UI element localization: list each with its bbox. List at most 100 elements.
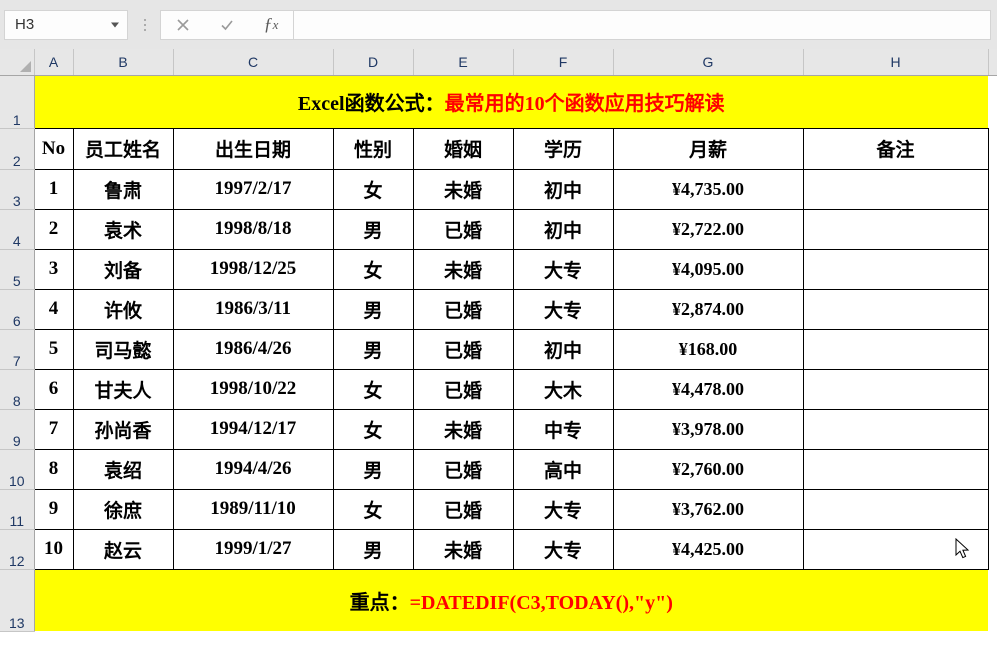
chevron-down-icon[interactable] [111, 22, 119, 27]
column-header-a[interactable]: A [34, 49, 74, 76]
cell-marital[interactable]: 未婚 [412, 408, 514, 450]
cell-remark[interactable] [802, 528, 989, 570]
cell-education[interactable]: 初中 [512, 168, 614, 210]
cell-name[interactable]: 孙尚香 [72, 408, 174, 450]
cell-remark[interactable] [802, 408, 989, 450]
cell-name[interactable]: 鲁肃 [72, 168, 174, 210]
cell-gender[interactable]: 男 [332, 288, 414, 330]
row-header-6[interactable]: 6 [0, 289, 35, 330]
cell-name[interactable]: 甘夫人 [72, 368, 174, 410]
cell-birthdate[interactable]: 1986/4/26 [172, 328, 334, 370]
cell-name[interactable]: 刘备 [72, 248, 174, 290]
cell-salary[interactable]: ¥4,095.00 [612, 248, 804, 290]
row-header-9[interactable]: 9 [0, 409, 35, 450]
column-header-e[interactable]: E [413, 49, 514, 76]
column-header-f[interactable]: F [513, 49, 614, 76]
cell-education[interactable]: 初中 [512, 328, 614, 370]
cell-birthdate[interactable]: 1994/4/26 [172, 448, 334, 490]
cell-salary[interactable]: ¥4,478.00 [612, 368, 804, 410]
cell-no[interactable]: 4 [33, 288, 74, 330]
cell-gender[interactable]: 女 [332, 488, 414, 530]
cell-no[interactable]: 9 [33, 488, 74, 530]
column-header-g[interactable]: G [613, 49, 804, 76]
cell-education[interactable]: 大专 [512, 488, 614, 530]
row-header-11[interactable]: 11 [0, 489, 35, 530]
table-header-education[interactable]: 学历 [512, 127, 614, 170]
cell-marital[interactable]: 未婚 [412, 248, 514, 290]
cell-remark[interactable] [802, 488, 989, 530]
cell-gender[interactable]: 男 [332, 208, 414, 250]
column-header-c[interactable]: C [173, 49, 334, 76]
check-icon[interactable] [205, 11, 249, 39]
cell-marital[interactable]: 已婚 [412, 328, 514, 370]
cell-marital[interactable]: 已婚 [412, 448, 514, 490]
cell-marital[interactable]: 未婚 [412, 528, 514, 570]
row-header-8[interactable]: 8 [0, 369, 35, 410]
table-header-gender[interactable]: 性别 [332, 127, 414, 170]
table-header-salary[interactable]: 月薪 [612, 127, 804, 170]
cell-salary[interactable]: ¥2,760.00 [612, 448, 804, 490]
cell-birthdate[interactable]: 1999/1/27 [172, 528, 334, 570]
cell-name[interactable]: 许攸 [72, 288, 174, 330]
cell-remark[interactable] [802, 368, 989, 410]
select-all-corner[interactable] [0, 49, 35, 76]
footer-formula-banner[interactable]: 重点：=DATEDIF(C3,TODAY(),"y") [34, 569, 988, 631]
column-header-d[interactable]: D [333, 49, 414, 76]
cell-no[interactable]: 5 [33, 328, 74, 370]
cell-salary[interactable]: ¥168.00 [612, 328, 804, 370]
cell-marital[interactable]: 已婚 [412, 288, 514, 330]
formula-input[interactable] [294, 9, 991, 40]
cell-name[interactable]: 赵云 [72, 528, 174, 570]
cell-remark[interactable] [802, 248, 989, 290]
cell-remark[interactable] [802, 168, 989, 210]
cell-no[interactable]: 8 [33, 448, 74, 490]
cell-salary[interactable]: ¥4,735.00 [612, 168, 804, 210]
row-header-13[interactable]: 13 [0, 569, 35, 632]
cell-marital[interactable]: 已婚 [412, 368, 514, 410]
cell-name[interactable]: 司马懿 [72, 328, 174, 370]
cell-marital[interactable]: 未婚 [412, 168, 514, 210]
cell-no[interactable]: 7 [33, 408, 74, 450]
row-header-10[interactable]: 10 [0, 449, 35, 490]
cell-remark[interactable] [802, 448, 989, 490]
cell-education[interactable]: 大木 [512, 368, 614, 410]
cell-education[interactable]: 中专 [512, 408, 614, 450]
close-icon[interactable] [161, 11, 205, 39]
cell-no[interactable]: 1 [33, 168, 74, 210]
cell-gender[interactable]: 男 [332, 528, 414, 570]
cell-birthdate[interactable]: 1998/10/22 [172, 368, 334, 410]
cell-no[interactable]: 3 [33, 248, 74, 290]
cell-no[interactable]: 10 [33, 528, 74, 570]
name-box[interactable]: H3 [4, 9, 128, 40]
table-header-remark[interactable]: 备注 [802, 127, 989, 170]
cell-gender[interactable]: 男 [332, 328, 414, 370]
cell-gender[interactable]: 女 [332, 168, 414, 210]
cell-birthdate[interactable]: 1989/11/10 [172, 488, 334, 530]
cell-education[interactable]: 大专 [512, 248, 614, 290]
cell-name[interactable]: 袁绍 [72, 448, 174, 490]
column-header-h[interactable]: H [803, 49, 989, 76]
cell-no[interactable]: 2 [33, 208, 74, 250]
cell-gender[interactable]: 女 [332, 368, 414, 410]
row-header-5[interactable]: 5 [0, 249, 35, 290]
cell-name[interactable]: 袁术 [72, 208, 174, 250]
cell-marital[interactable]: 已婚 [412, 488, 514, 530]
cell-education[interactable]: 大专 [512, 288, 614, 330]
cell-salary[interactable]: ¥3,978.00 [612, 408, 804, 450]
table-header-birthdate[interactable]: 出生日期 [172, 127, 334, 170]
column-header-b[interactable]: B [73, 49, 174, 76]
cell-education[interactable]: 初中 [512, 208, 614, 250]
cell-birthdate[interactable]: 1994/12/17 [172, 408, 334, 450]
row-header-7[interactable]: 7 [0, 329, 35, 370]
cell-salary[interactable]: ¥3,762.00 [612, 488, 804, 530]
cell-marital[interactable]: 已婚 [412, 208, 514, 250]
row-header-3[interactable]: 3 [0, 169, 35, 210]
row-header-2[interactable]: 2 [0, 128, 35, 170]
cell-education[interactable]: 高中 [512, 448, 614, 490]
cell-education[interactable]: 大专 [512, 528, 614, 570]
row-header-4[interactable]: 4 [0, 209, 35, 250]
cell-salary[interactable]: ¥4,425.00 [612, 528, 804, 570]
cell-salary[interactable]: ¥2,722.00 [612, 208, 804, 250]
cell-birthdate[interactable]: 1997/2/17 [172, 168, 334, 210]
